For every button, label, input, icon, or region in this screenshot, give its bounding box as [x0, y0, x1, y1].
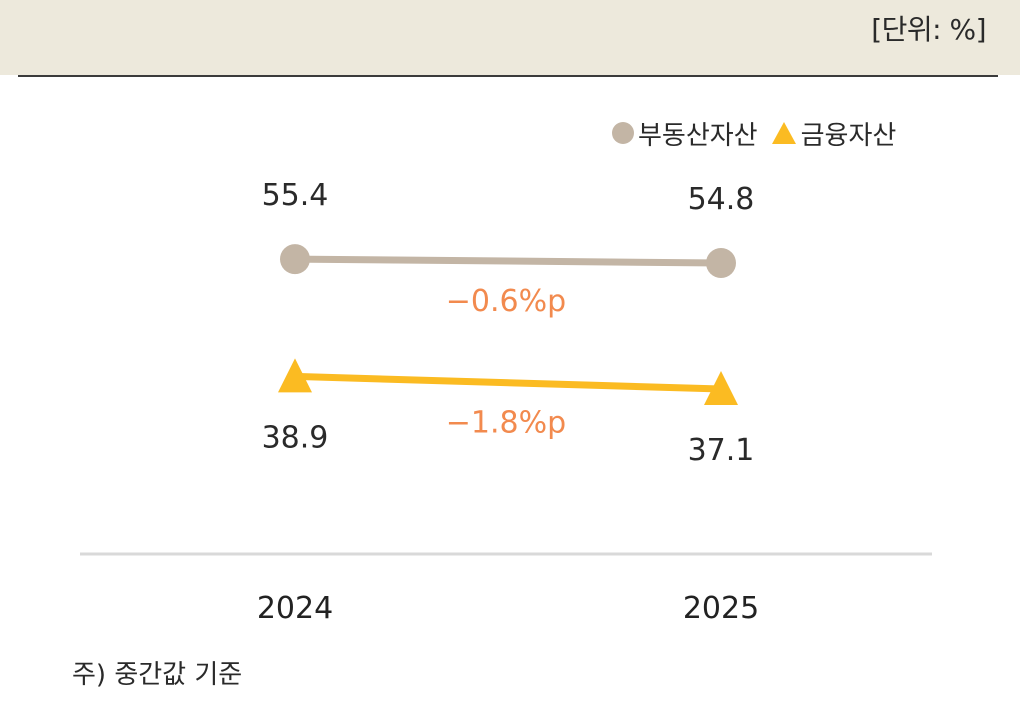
data-label-1-0: 38.9	[262, 420, 329, 455]
data-point-1-1	[704, 371, 738, 405]
unit-label: [단위: %]	[871, 13, 986, 46]
data-label-0-1: 54.8	[688, 182, 755, 217]
change-label-0: −0.6%p	[446, 284, 566, 319]
legend-item-financial: 금융자산	[771, 115, 897, 152]
series-line-1	[291, 372, 725, 393]
circle-marker-icon	[612, 122, 634, 144]
legend-label-real-estate: 부동산자산	[638, 120, 758, 151]
footnote: 주) 중간값 기준	[72, 660, 243, 690]
unit-band	[0, 0, 1020, 75]
header-rule	[18, 75, 998, 77]
legend-label-financial: 금융자산	[800, 120, 897, 151]
x-tick-label-2024: 2024	[257, 591, 333, 626]
data-point-0-1	[706, 248, 736, 278]
chart-legend: 부동산자산 금융자산	[612, 113, 896, 153]
triangle-marker-icon	[771, 122, 796, 144]
legend-item-real-estate: 부동산자산	[612, 115, 758, 152]
data-label-0-0: 55.4	[262, 178, 329, 213]
data-point-1-0	[278, 358, 312, 393]
series-line-0	[291, 255, 725, 267]
data-point-0-0	[280, 244, 310, 275]
change-label-1: −1.8%p	[446, 406, 566, 441]
x-tick-label-2025: 2025	[683, 591, 759, 626]
data-label-1-1: 37.1	[688, 433, 755, 468]
